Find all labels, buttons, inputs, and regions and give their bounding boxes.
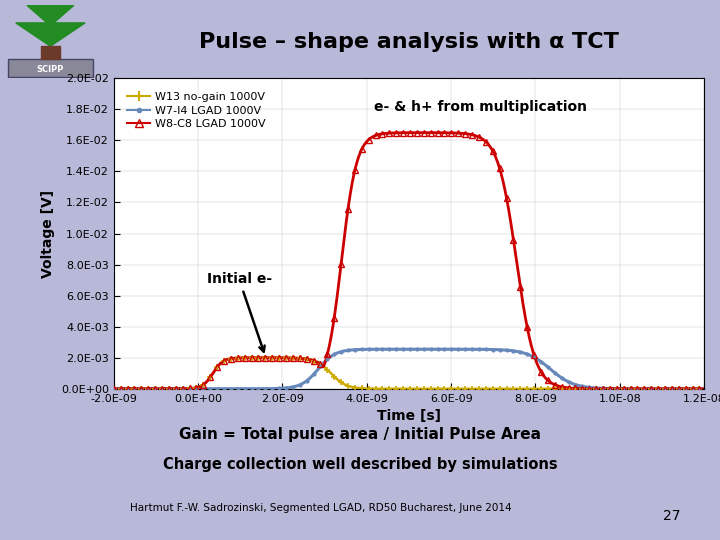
Text: Gain = Total pulse area / Initial Pulse Area: Gain = Total pulse area / Initial Pulse … [179,427,541,442]
Bar [9,59,93,77]
Text: Hartmut F.-W. Sadrozinski, Segmented LGAD, RD50 Bucharest, June 2014: Hartmut F.-W. Sadrozinski, Segmented LGA… [130,503,511,512]
Polygon shape [16,23,85,46]
Y-axis label: Voltage [V]: Voltage [V] [41,190,55,278]
Text: e- & h+ from multiplication: e- & h+ from multiplication [374,100,587,114]
Text: Charge collection well described by simulations: Charge collection well described by simu… [163,457,557,472]
Polygon shape [27,5,73,26]
Text: 27: 27 [663,509,680,523]
X-axis label: Time [s]: Time [s] [377,409,441,423]
Text: Initial e-: Initial e- [207,272,271,352]
Text: SCIPP: SCIPP [37,65,64,74]
Bar [41,46,60,59]
Legend: W13 no-gain 1000V, W7-I4 LGAD 1000V, W8-C8 LGAD 1000V: W13 no-gain 1000V, W7-I4 LGAD 1000V, W8-… [125,90,268,131]
Text: Pulse – shape analysis with α TCT: Pulse – shape analysis with α TCT [199,32,619,52]
